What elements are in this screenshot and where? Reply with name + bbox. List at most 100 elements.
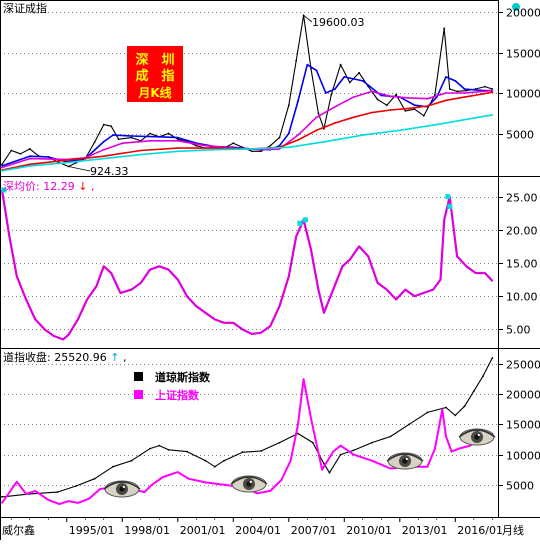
series-point: [250, 333, 253, 335]
series-point: [317, 112, 320, 115]
series-point: [482, 375, 484, 377]
panel3-value: 25520.96: [54, 351, 107, 364]
series-point: [269, 490, 272, 492]
series-point: [348, 258, 351, 261]
series-point: [302, 378, 305, 381]
series-point: [443, 27, 446, 30]
series-point: [223, 483, 225, 486]
series-point: [278, 144, 281, 147]
series-point: [413, 295, 416, 298]
series-point: [297, 139, 299, 141]
series-point: [67, 333, 70, 336]
series-point: [426, 411, 429, 414]
series-point: [352, 453, 355, 456]
series-point: [99, 488, 101, 490]
x-tick-label: 1995/01: [69, 524, 115, 537]
series-point: [223, 321, 225, 324]
series-point: [463, 92, 466, 94]
series-point: [15, 275, 18, 278]
series-point: [445, 435, 447, 438]
series-point: [65, 161, 68, 164]
series-point: [162, 476, 164, 478]
series-line-p2-1: [0, 189, 494, 341]
series-point: [195, 144, 198, 147]
series-point: [491, 114, 494, 116]
panel2-value: 12.29: [43, 180, 75, 193]
y-tick-label: 20000: [506, 389, 540, 402]
legend-label-sse: 上证指数: [155, 388, 200, 402]
series-point: [232, 321, 235, 324]
series-point: [269, 325, 272, 327]
panel2-title: 深均价:: [3, 180, 40, 193]
series-point: [188, 477, 190, 480]
series-point: [93, 477, 96, 480]
panel3-suffix: ,: [123, 351, 127, 364]
eye-icon: [458, 428, 496, 446]
series-point: [310, 417, 312, 420]
series-point: [385, 288, 388, 291]
series-point: [102, 265, 105, 268]
series-point: [441, 408, 444, 411]
series-point: [260, 150, 262, 153]
panel3-header: 道指收盘: 25520.96 ↑ ,: [3, 350, 126, 364]
series-point: [28, 163, 31, 166]
series-point: [448, 88, 451, 90]
series-point: [334, 105, 336, 108]
series-point: [324, 92, 327, 94]
highlight-marker: [1, 187, 7, 193]
series-point: [443, 218, 446, 221]
peak-label: 19600.03: [312, 16, 365, 29]
series-point: [204, 311, 207, 314]
series-point: [176, 471, 179, 473]
series-point: [158, 444, 161, 447]
series-point: [408, 423, 410, 426]
series-line-p1-3: [1, 89, 493, 169]
series-point: [426, 97, 429, 100]
series-point: [491, 357, 494, 359]
series-point: [58, 503, 61, 505]
series-point: [204, 459, 207, 462]
series-point: [371, 111, 373, 114]
series-point: [139, 153, 142, 156]
series-point: [371, 90, 373, 93]
y-tick-label: 15000: [506, 48, 540, 61]
series-point: [332, 450, 335, 453]
series-point: [334, 88, 336, 90]
series-point: [491, 89, 494, 92]
series-point: [376, 282, 379, 284]
series-point: [445, 406, 447, 409]
y-tick-label: 15000: [506, 419, 540, 432]
series-point: [1, 166, 3, 169]
series-point: [65, 159, 68, 162]
stamp-char-2: 圳: [161, 52, 174, 68]
series-point: [422, 292, 425, 294]
series-point: [454, 414, 457, 417]
series-point: [358, 245, 360, 248]
series-point: [295, 59, 298, 62]
series-point: [426, 105, 429, 107]
series-point: [376, 98, 379, 101]
series-point: [28, 155, 31, 158]
series-point: [352, 449, 355, 452]
series-point: [176, 139, 179, 142]
series-point: [395, 93, 397, 96]
series-point: [130, 136, 133, 139]
series-point: [361, 134, 364, 137]
series-point: [463, 88, 466, 90]
series-point: [130, 135, 133, 137]
stamp-char-1: 深: [135, 52, 148, 68]
series-point: [389, 95, 392, 98]
series-point: [28, 157, 31, 160]
x-tick-label: 2013/01: [402, 524, 448, 537]
series-point: [149, 132, 151, 135]
series-point: [389, 109, 392, 111]
series-point: [241, 328, 244, 331]
stamp-badge: 深 圳 成 指 月K线: [127, 46, 183, 102]
series-point: [213, 147, 216, 150]
series-point: [102, 140, 105, 143]
series-point: [323, 311, 325, 314]
series-point: [491, 280, 494, 282]
series-point: [311, 441, 314, 444]
series-point: [413, 108, 416, 111]
